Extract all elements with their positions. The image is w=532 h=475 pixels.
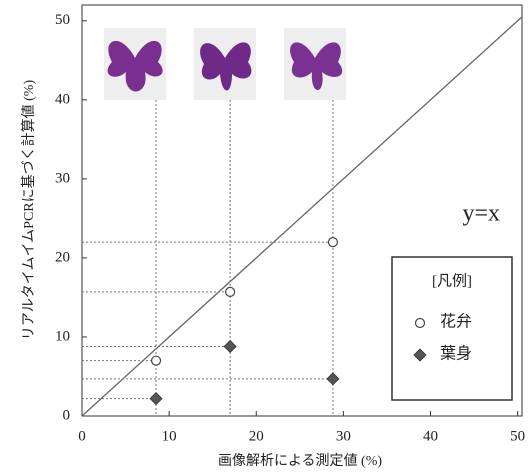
chart: y=x 画像解析による測定値 (%) リアルタイムイムPCRに基づく計算値 (%… bbox=[0, 0, 532, 475]
y-tick-label: 10 bbox=[55, 328, 70, 344]
y-tick-label: 50 bbox=[55, 12, 70, 28]
x-tick-label: 20 bbox=[249, 428, 264, 444]
y-tick-label: 20 bbox=[55, 249, 70, 265]
annotation: y=x bbox=[462, 201, 500, 227]
x-tick-label: 0 bbox=[78, 428, 86, 444]
flower-photos bbox=[104, 28, 346, 100]
x-tick-label: 30 bbox=[336, 428, 351, 444]
point bbox=[150, 393, 162, 405]
y-axis-label: リアルタイムイムPCRに基づく計算値 (%) bbox=[20, 80, 37, 341]
point bbox=[224, 340, 236, 352]
point bbox=[152, 356, 161, 365]
y-tick-label: 30 bbox=[55, 170, 70, 186]
x-tick-label: 40 bbox=[423, 428, 438, 444]
point bbox=[328, 238, 337, 247]
x-tick-label: 10 bbox=[162, 428, 177, 444]
x-tick-label: 50 bbox=[510, 428, 525, 444]
legend-label: 葉身 bbox=[440, 345, 472, 363]
y-tick-label: 0 bbox=[63, 407, 71, 423]
legend-title: [凡例] bbox=[432, 272, 472, 289]
point bbox=[226, 287, 235, 296]
x-axis-label: 画像解析による測定値 (%) bbox=[218, 453, 382, 469]
point bbox=[327, 373, 339, 385]
legend-marker bbox=[416, 319, 425, 328]
y-tick-label: 40 bbox=[55, 91, 70, 107]
legend-label: 花弁 bbox=[440, 313, 472, 331]
